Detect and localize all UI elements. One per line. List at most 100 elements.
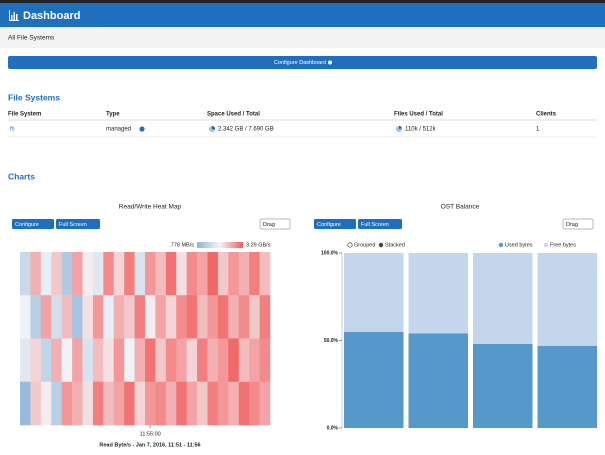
chart-title: Read/Write Heat Map	[119, 204, 182, 211]
chart-button[interactable]	[56, 219, 100, 229]
heat-cell	[113, 381, 125, 426]
heat-cell	[145, 295, 156, 339]
heat-cell	[72, 338, 83, 383]
heat-cell	[217, 338, 229, 383]
bar-segment	[344, 331, 404, 428]
chart-button-label[interactable]: Configure	[15, 222, 39, 228]
chart-button-label[interactable]: Full Screen	[59, 222, 87, 228]
mode-radio[interactable]	[378, 242, 384, 248]
files-pie-icon	[396, 126, 402, 132]
heat-cell	[40, 338, 52, 383]
heat-cell	[165, 381, 177, 426]
heat-cell	[40, 295, 52, 339]
heat-cell	[249, 381, 260, 426]
header-bar	[0, 3, 605, 27]
heat-cell	[51, 252, 62, 296]
configure-dashboard-label[interactable]: Configure Dashboard	[274, 60, 326, 66]
chart-button-label[interactable]: Full Screen	[361, 222, 389, 228]
heat-cell	[61, 338, 73, 383]
legend-label[interactable]: Free bytes	[550, 242, 576, 248]
breadcrumb-bar	[0, 27, 605, 48]
heat-cell	[249, 338, 260, 383]
heat-cell	[238, 381, 250, 426]
legend-swatch[interactable]	[543, 242, 549, 248]
heat-cell	[61, 295, 73, 339]
heat-cell	[20, 338, 31, 383]
column-header: Space Used / Total	[207, 112, 260, 118]
heat-cell	[228, 252, 240, 296]
heat-cell	[30, 338, 42, 383]
heat-cell	[92, 381, 104, 426]
heat-cell	[103, 338, 115, 383]
legend-label[interactable]: Used bytes	[505, 242, 533, 248]
heat-cell	[217, 381, 229, 426]
chart-button[interactable]	[259, 218, 291, 230]
heat-cell	[197, 252, 208, 296]
chart-button-label[interactable]: Drag	[566, 222, 578, 228]
table-cell: managed	[106, 127, 131, 133]
heat-cell	[103, 381, 115, 426]
heat-cell	[30, 252, 42, 296]
column-header: Clients	[536, 112, 557, 118]
heat-cell	[51, 295, 62, 339]
heat-cell	[40, 252, 52, 296]
bar-segment	[344, 253, 404, 332]
bar-segment	[473, 253, 533, 344]
y-tick-label: 100.0%	[321, 250, 339, 256]
heat-cell	[113, 295, 125, 339]
legend-swatch[interactable]	[498, 242, 504, 248]
breadcrumb[interactable]: All File Systems	[8, 35, 55, 42]
heat-cell	[207, 295, 219, 339]
x-axis-label: Read Byte/s - Jan 7, 2016, 11:51 - 11:56	[99, 442, 200, 448]
scale-min-label: 778 MB/s	[171, 242, 194, 248]
heat-cell	[20, 252, 31, 296]
heat-cell	[61, 381, 73, 426]
heat-cell	[20, 381, 31, 426]
heat-cell	[197, 295, 208, 339]
heat-cell	[72, 381, 83, 426]
chart-button[interactable]	[12, 219, 54, 229]
section-title: File Systems	[8, 92, 60, 102]
bar-segment	[537, 253, 597, 346]
heat-cell	[72, 252, 83, 296]
heat-cell	[72, 295, 83, 339]
section-title: Charts	[8, 171, 35, 181]
heat-cell	[124, 295, 135, 339]
chart-button[interactable]	[358, 219, 402, 229]
heat-cell	[176, 338, 187, 383]
heat-cell	[82, 295, 94, 339]
heat-cell	[145, 338, 156, 383]
chart-title: OST Balance	[441, 204, 480, 211]
chart-button-label[interactable]: Drag	[263, 222, 275, 228]
heat-cell	[124, 381, 135, 426]
heat-cell	[249, 252, 260, 296]
chart-button[interactable]	[314, 219, 356, 229]
chart-button[interactable]	[562, 218, 594, 230]
heat-cell	[176, 295, 187, 339]
bar-segment	[408, 333, 468, 428]
heat-cell	[92, 252, 104, 296]
chart-button-label[interactable]: Configure	[317, 222, 341, 228]
mode-label[interactable]: Stacked	[385, 242, 405, 248]
heat-cell	[134, 295, 146, 339]
heat-cell	[92, 295, 104, 339]
heat-cell	[82, 381, 94, 426]
heat-cell	[20, 295, 31, 339]
top-strip	[0, 0, 605, 3]
heat-cell	[176, 252, 187, 296]
heat-cell	[155, 295, 167, 339]
mode-radio[interactable]	[347, 242, 353, 248]
heat-cell	[238, 338, 250, 383]
table-cell: 2.342 GB / 7.690 GB	[218, 127, 274, 133]
table-cell[interactable]: fs	[10, 127, 15, 133]
heat-cell	[259, 338, 271, 383]
configure-dashboard-button[interactable]	[8, 56, 597, 69]
mode-label[interactable]: Grouped	[354, 242, 375, 248]
heat-cell	[155, 381, 167, 426]
color-scale	[197, 242, 243, 248]
heat-cell	[134, 252, 146, 296]
heat-cell	[228, 338, 240, 383]
heat-cell	[186, 252, 198, 296]
help-icon[interactable]	[139, 126, 145, 132]
column-header: Files Used / Total	[394, 112, 443, 118]
